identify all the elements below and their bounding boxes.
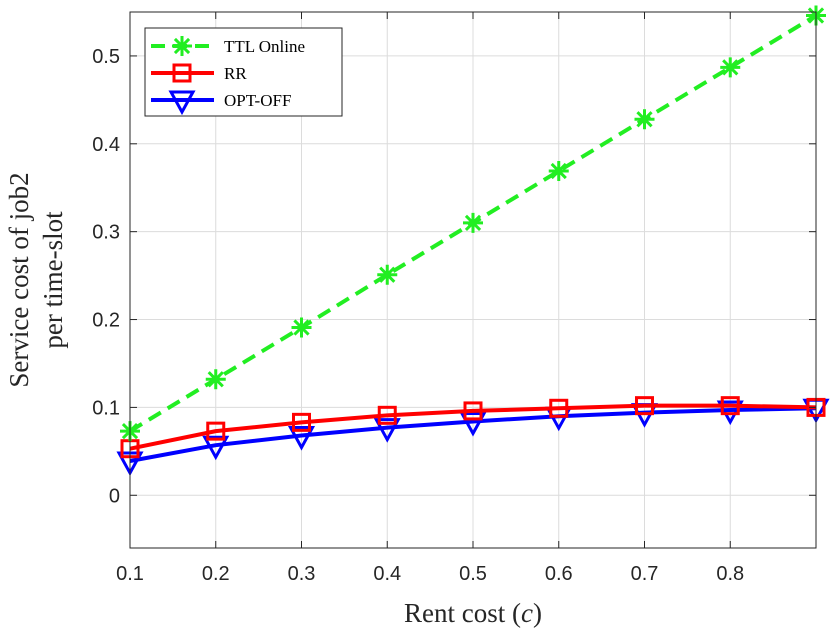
asterisk-marker <box>172 36 192 56</box>
data-point <box>377 405 397 425</box>
series-line <box>129 403 817 451</box>
asterisk-marker <box>634 109 655 130</box>
triangle-marker <box>373 418 401 443</box>
legend-label: TTL Online <box>224 37 305 56</box>
triangle-marker <box>202 435 230 461</box>
legend-entry: RR <box>151 63 247 83</box>
square-marker <box>635 396 654 416</box>
x-tick-label: 0.7 <box>631 563 659 585</box>
legend-entry: OPT-OFF <box>151 90 291 116</box>
square-marker <box>377 405 397 425</box>
triangle-marker <box>716 400 744 426</box>
asterisk-marker <box>720 57 741 78</box>
y-tick-label: 0.5 <box>92 46 120 68</box>
triangle-marker <box>459 411 487 437</box>
square-marker <box>292 412 311 432</box>
data-point <box>720 396 740 416</box>
data-point <box>205 369 226 390</box>
legend-label: OPT-OFF <box>224 91 291 110</box>
data-point <box>287 426 316 451</box>
data-point <box>634 109 655 130</box>
x-tick-label: 0.3 <box>288 563 316 585</box>
x-tick-label: 0.4 <box>373 563 401 585</box>
data-point <box>168 90 196 116</box>
y-tick-label: 0.4 <box>92 134 120 156</box>
data-point <box>206 421 226 441</box>
x-tick-label: 0.2 <box>202 563 230 585</box>
asterisk-marker <box>377 264 398 285</box>
data-point <box>377 264 398 285</box>
data-point <box>463 212 483 233</box>
x-axis-title: Rent cost (c) <box>404 598 542 628</box>
series-group <box>116 5 830 477</box>
legend: TTL Online RR OPT-OFF <box>144 27 343 117</box>
y-tick-label: 0 <box>109 485 120 507</box>
series-line <box>129 406 817 463</box>
legend-entry: TTL Online <box>151 36 305 56</box>
square-marker <box>463 401 483 421</box>
legend-label: RR <box>224 64 247 83</box>
data-point <box>548 161 569 182</box>
y-tick-label: 0.3 <box>92 222 120 244</box>
asterisk-marker <box>548 161 569 182</box>
data-point <box>459 411 487 437</box>
x-tick-label: 0.8 <box>716 563 744 585</box>
asterisk-marker <box>205 369 226 390</box>
square-marker <box>720 396 740 416</box>
x-tick-label: 0.5 <box>459 563 487 585</box>
square-marker <box>549 398 569 418</box>
data-point <box>172 63 192 83</box>
square-marker <box>206 421 226 441</box>
x-tick-label: 0.1 <box>116 563 144 585</box>
asterisk-marker <box>463 212 483 233</box>
x-axis-variable: c <box>521 598 533 628</box>
data-point <box>716 400 744 426</box>
triangle-marker <box>287 426 316 451</box>
data-point <box>635 396 654 416</box>
y-tick-label: 0.2 <box>92 310 120 332</box>
y-axis-title: Service cost of job2 per time-slot <box>4 172 68 387</box>
data-point <box>720 57 741 78</box>
axis-ticks: 0.1 0.2 0.3 0.4 0.5 0.6 0.7 0.8 0 0.1 0.2 0.3 0.4 0.5 <box>92 12 816 585</box>
square-marker <box>172 63 192 83</box>
y-tick-label: 0.1 <box>92 397 120 419</box>
data-point <box>172 36 192 56</box>
x-tick-label: 0.6 <box>545 563 573 585</box>
data-point <box>373 418 401 443</box>
data-point <box>463 401 483 421</box>
asterisk-marker <box>291 317 312 338</box>
data-point <box>292 412 311 432</box>
y-axis-title-line2: per time-slot <box>38 211 68 349</box>
triangle-marker <box>168 90 196 116</box>
data-point <box>291 317 312 338</box>
data-point <box>549 398 569 418</box>
y-axis-title-line1: Service cost of job2 <box>4 172 34 387</box>
data-point <box>202 435 230 461</box>
